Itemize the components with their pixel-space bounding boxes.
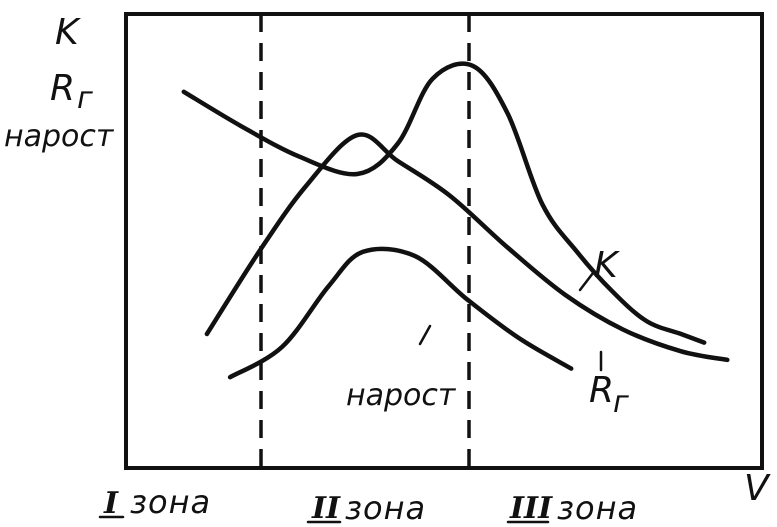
- y-label-narost: нарост: [4, 119, 115, 154]
- y-label-k: K: [55, 12, 81, 53]
- curve-narost: [227, 246, 574, 380]
- curve-label-rg-sub: г: [613, 385, 629, 420]
- y-label-r: R: [50, 68, 75, 109]
- y-label-r-sub: г: [77, 81, 93, 116]
- curve-k: [181, 61, 707, 345]
- leader-k: [578, 271, 595, 292]
- zone-3-label: зона: [557, 489, 638, 527]
- zone-label-3: III зона: [506, 489, 638, 527]
- curve-rg: [204, 132, 730, 363]
- zone-2-label: зона: [345, 489, 426, 527]
- zone-label-2: II зона: [306, 489, 426, 527]
- leader-narost: [418, 324, 432, 346]
- zone-1-label: зона: [130, 483, 211, 521]
- zone-1-numeral: I: [103, 486, 119, 521]
- zone-2-numeral: II: [311, 491, 341, 526]
- curves-group: [181, 61, 730, 380]
- plot-frame: [124, 12, 764, 470]
- x-axis-label: V: [744, 468, 771, 509]
- curve-label-k: K: [594, 245, 620, 286]
- curve-label-rg: R: [589, 370, 614, 411]
- zone-label-1: I зона: [98, 483, 211, 521]
- curve-label-narost: нарост: [346, 378, 457, 413]
- zone-3-numeral: III: [509, 491, 553, 526]
